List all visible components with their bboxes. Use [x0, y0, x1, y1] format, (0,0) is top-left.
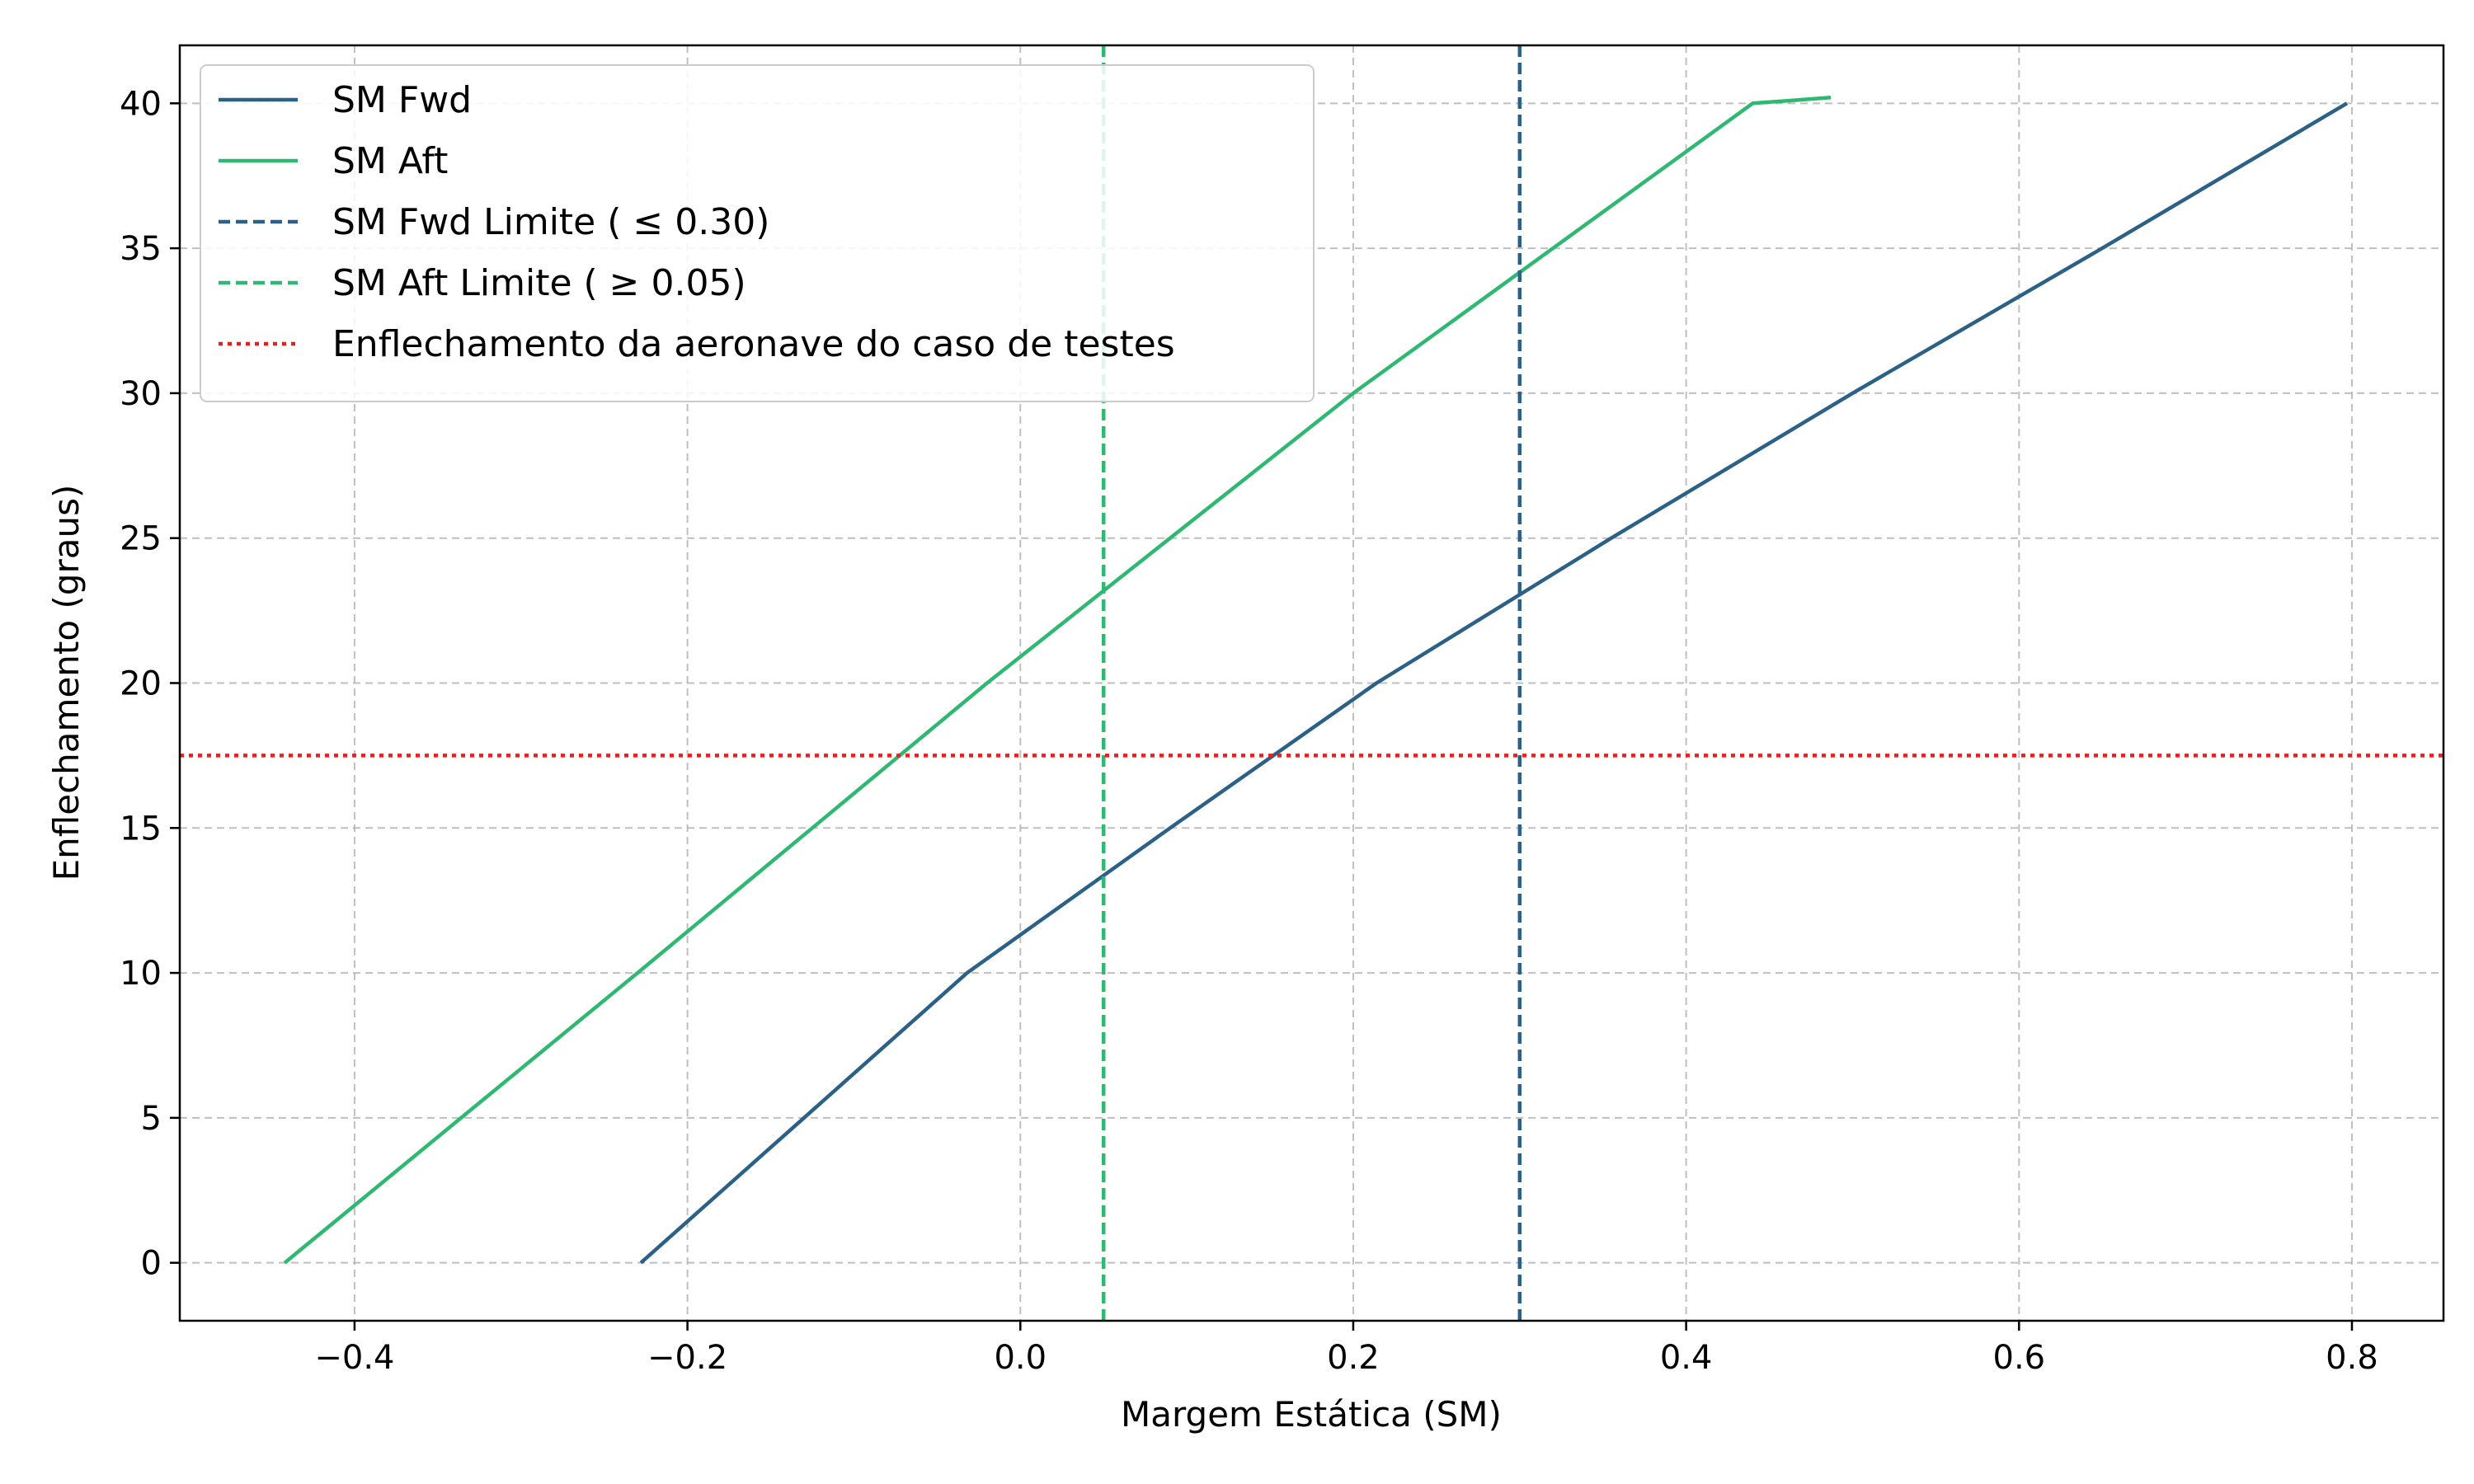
y-tick-label-7: 35 — [120, 230, 162, 268]
legend-label-4: Enflechamento da aeronave do caso de tes… — [332, 323, 1175, 365]
legend-label-0: SM Fwd — [332, 79, 472, 121]
y-tick-label-5: 25 — [120, 520, 162, 558]
x-tick-label-6: 0.8 — [2326, 1339, 2378, 1377]
y-tick-label-0: 0 — [141, 1245, 162, 1283]
series-line-sm-aft — [283, 96, 1832, 1265]
y-tick-label-3: 15 — [120, 810, 162, 848]
y-tick-label-6: 30 — [120, 375, 162, 413]
x-tick-label-1: −0.2 — [647, 1339, 727, 1377]
x-tick-label-2: 0.0 — [994, 1339, 1047, 1377]
series-line-sm-fwd — [639, 101, 2349, 1265]
y-tick-label-8: 40 — [120, 85, 162, 123]
legend: SM Fwd SM Aft SM Fwd Limite ( ≤ 0.30) SM Af… — [200, 64, 1315, 402]
x-tick-label-3: 0.2 — [1327, 1339, 1380, 1377]
y-tick-label-1: 5 — [141, 1100, 162, 1138]
legend-label-1: SM Aft — [332, 140, 448, 182]
legend-label-2: SM Fwd Limite ( ≤ 0.30) — [332, 201, 769, 243]
legend-box — [200, 64, 1315, 402]
x-axis-label: Margem Estática (SM) — [1121, 1394, 1502, 1435]
x-tick-label-0: −0.4 — [314, 1339, 394, 1377]
legend-label-3: SM Aft Limite ( ≥ 0.05) — [332, 262, 746, 304]
y-tick-label-2: 10 — [120, 955, 162, 993]
y-tick-label-4: 20 — [120, 665, 162, 703]
y-axis-label: Enflechamento (graus) — [46, 485, 87, 881]
x-tick-label-5: 0.6 — [1993, 1339, 2046, 1377]
x-tick-label-4: 0.4 — [1660, 1339, 1713, 1377]
ticks: −0.4 −0.2 0.0 0.2 0.4 0.6 0.8 0 5 10 15 20 25 30 35 40 — [120, 85, 2378, 1377]
